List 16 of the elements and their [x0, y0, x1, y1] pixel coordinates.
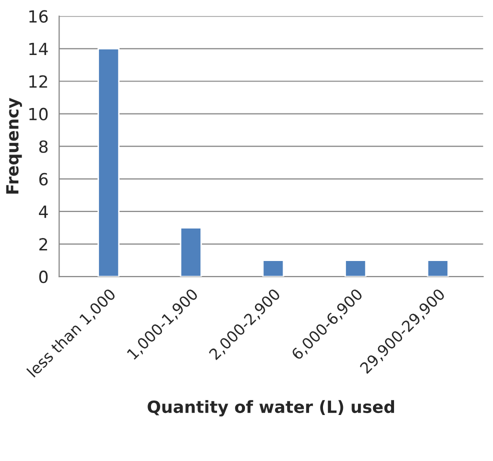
- x-axis-title: Quantity of water (L) used: [148, 400, 394, 416]
- bar: [98, 48, 120, 277]
- y-tick-label: 16: [29, 10, 48, 23]
- bar: [426, 260, 449, 277]
- y-axis-title: Frequency: [6, 98, 22, 194]
- y-tick-label: 14: [29, 42, 48, 56]
- y-tick-label: 10: [29, 108, 48, 120]
- y-tick-label: 4: [38, 206, 48, 218]
- bar: [180, 227, 202, 277]
- y-tick-label: 2: [39, 238, 48, 250]
- y-tick-label: 8: [39, 140, 48, 153]
- bar: [344, 260, 367, 277]
- bar: [262, 260, 284, 277]
- y-tick-label: 6: [39, 172, 48, 186]
- y-tick-label: 0: [39, 270, 48, 284]
- y-tick-label: 12: [29, 75, 48, 88]
